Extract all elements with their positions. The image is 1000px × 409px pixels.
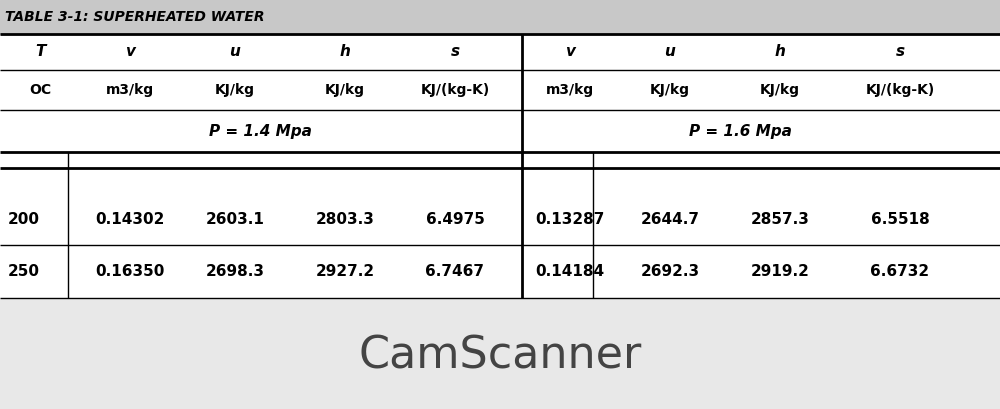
Bar — [0, 0, 1000, 34]
Text: 2698.3: 2698.3 — [206, 264, 264, 279]
Text: 2927.2: 2927.2 — [315, 264, 375, 279]
Text: 0.14302: 0.14302 — [95, 212, 165, 227]
Text: 2803.3: 2803.3 — [316, 212, 374, 227]
Text: KJ/kg: KJ/kg — [215, 83, 255, 97]
Text: h: h — [775, 44, 785, 59]
Text: 6.5518: 6.5518 — [871, 212, 929, 227]
Text: TABLE 3-1: SUPERHEATED WATER: TABLE 3-1: SUPERHEATED WATER — [5, 10, 264, 24]
Text: 200: 200 — [8, 212, 40, 227]
Text: 2644.7: 2644.7 — [640, 212, 700, 227]
Text: 2857.3: 2857.3 — [751, 212, 809, 227]
Text: u: u — [665, 44, 675, 59]
Text: P = 1.4 Mpa: P = 1.4 Mpa — [209, 124, 311, 139]
Text: T: T — [35, 44, 45, 59]
Text: 6.7467: 6.7467 — [426, 264, 484, 279]
Text: 0.16350: 0.16350 — [95, 264, 165, 279]
Text: m3/kg: m3/kg — [106, 83, 154, 97]
Text: KJ/kg: KJ/kg — [650, 83, 690, 97]
Text: s: s — [450, 44, 460, 59]
Text: s: s — [895, 44, 905, 59]
Text: 250: 250 — [8, 264, 40, 279]
Text: u: u — [230, 44, 240, 59]
Text: v: v — [125, 44, 135, 59]
Text: CamScanner: CamScanner — [358, 334, 642, 378]
Text: 2919.2: 2919.2 — [751, 264, 809, 279]
Text: KJ/kg: KJ/kg — [325, 83, 365, 97]
Text: 6.4975: 6.4975 — [426, 212, 484, 227]
Text: KJ/kg: KJ/kg — [760, 83, 800, 97]
Bar — [0, 0, 1000, 298]
Text: v: v — [565, 44, 575, 59]
Text: P = 1.6 Mpa: P = 1.6 Mpa — [689, 124, 791, 139]
Text: 2603.1: 2603.1 — [206, 212, 264, 227]
Text: 0.14184: 0.14184 — [535, 264, 605, 279]
Text: 0.13287: 0.13287 — [535, 212, 605, 227]
Text: OC: OC — [29, 83, 51, 97]
Text: m3/kg: m3/kg — [546, 83, 594, 97]
Text: 2692.3: 2692.3 — [640, 264, 700, 279]
Text: KJ/(kg-K): KJ/(kg-K) — [420, 83, 490, 97]
Text: 6.6732: 6.6732 — [870, 264, 930, 279]
Text: h: h — [340, 44, 350, 59]
Text: KJ/(kg-K): KJ/(kg-K) — [865, 83, 935, 97]
